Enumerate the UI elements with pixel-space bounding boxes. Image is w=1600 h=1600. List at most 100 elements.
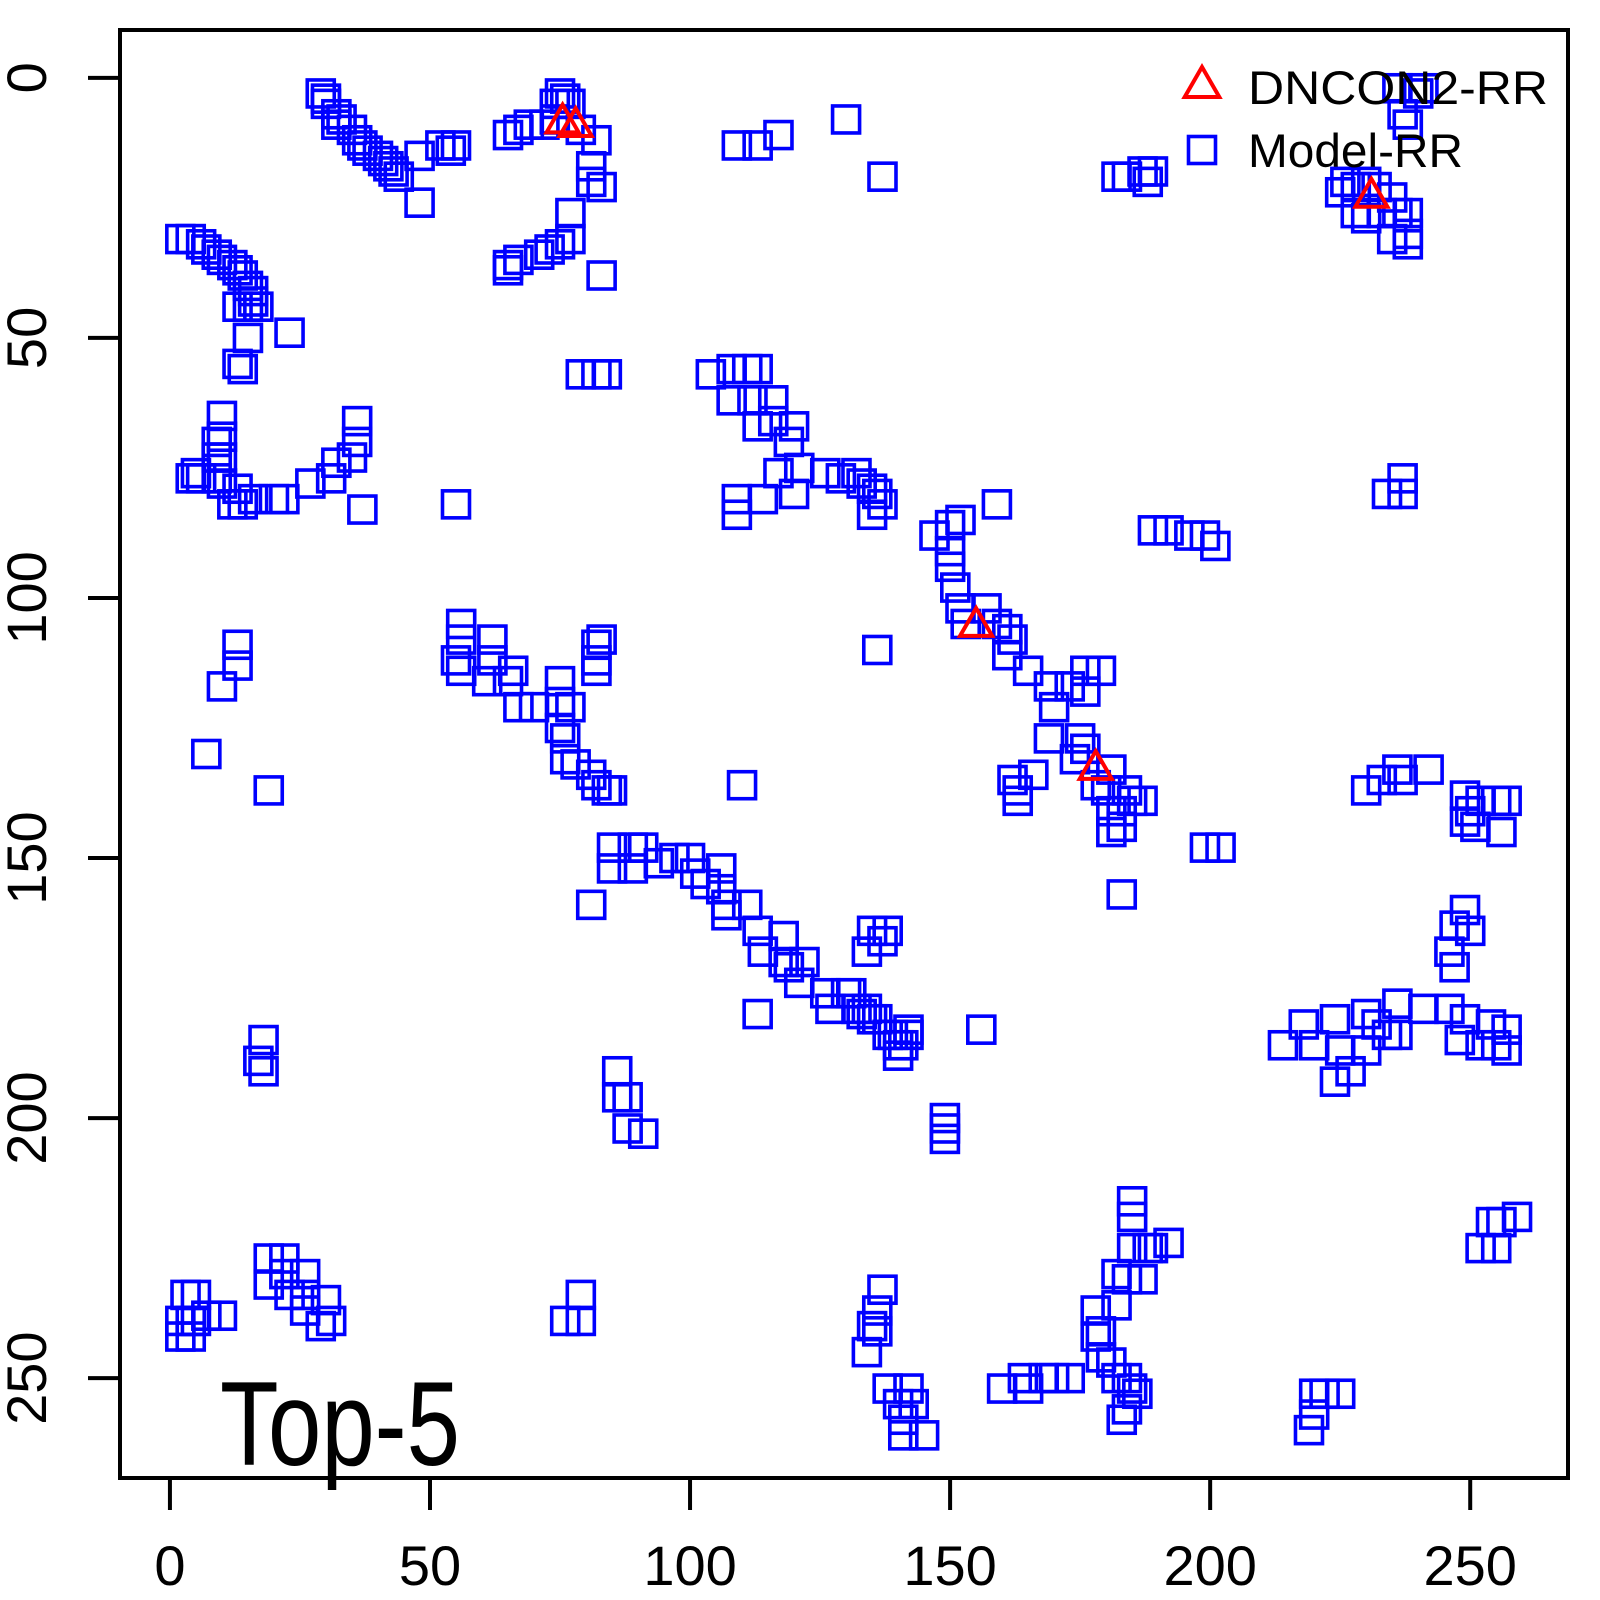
model-rr-square-marker [503, 244, 534, 276]
model-rr-square-marker [851, 936, 883, 967]
model-rr-square-marker [1200, 530, 1231, 562]
model-rr-square-marker [544, 665, 576, 697]
model-rr-square-marker [908, 1420, 940, 1451]
model-rr-square-marker [601, 1055, 633, 1087]
model-rr-square-marker [737, 385, 768, 416]
model-rr-square-marker [336, 114, 368, 146]
model-rr-square-marker [1361, 1009, 1392, 1040]
model-rr-square-marker [742, 353, 773, 385]
model-rr-square-marker [934, 535, 966, 567]
model-rr-square-marker [555, 197, 586, 229]
model-rr-square-marker [601, 1081, 633, 1113]
model-rr-square-marker [206, 468, 238, 499]
model-rr-square-marker [586, 171, 617, 203]
model-rr-square-marker [237, 483, 269, 515]
model-rr-square-marker [518, 691, 550, 723]
model-rr-square-marker [690, 868, 721, 900]
model-rr-square-marker [757, 385, 789, 416]
model-rr-square-marker [1408, 993, 1439, 1025]
model-rr-square-marker [1293, 1414, 1325, 1446]
model-rr-square-marker [227, 489, 259, 520]
model-rr-square-marker [893, 1019, 924, 1051]
model-rr-square-marker [872, 1373, 903, 1404]
model-rr-square-marker [315, 1305, 347, 1337]
model-rr-square-marker [440, 489, 472, 520]
model-rr-square-marker [929, 1113, 961, 1144]
dncon2-rr-triangle-marker [956, 604, 996, 638]
model-rr-square-marker [867, 925, 898, 957]
model-rr-square-marker [612, 1113, 643, 1144]
model-rr-square-marker [440, 130, 472, 161]
model-rr-square-marker [1350, 166, 1382, 198]
model-rr-square-marker [627, 832, 659, 863]
model-rr-square-marker [206, 1300, 238, 1332]
model-rr-square-marker [1127, 1264, 1158, 1295]
dncon2-rr-triangle-marker [1076, 747, 1116, 781]
model-rr-square-marker [966, 1014, 997, 1045]
model-rr-square-marker [841, 457, 872, 489]
model-rr-square-marker [425, 130, 456, 161]
model-rr-square-marker [222, 650, 253, 681]
model-rr-square-marker [1413, 754, 1444, 785]
model-rr-square-marker [336, 442, 368, 473]
model-rr-square-marker [180, 1279, 212, 1311]
model-rr-square-marker [721, 483, 753, 515]
model-rr-square-marker [1116, 1185, 1148, 1217]
model-rr-square-marker [315, 463, 347, 494]
model-rr-square-marker [269, 1243, 300, 1274]
model-rr-square-marker [440, 645, 472, 676]
model-rr-square-marker [1189, 832, 1221, 863]
model-rr-square-marker [742, 998, 773, 1030]
model-rr-square-marker [1096, 754, 1127, 785]
model-rr-square-marker [1111, 1394, 1143, 1425]
model-rr-square-marker [586, 260, 617, 291]
model-rr-square-marker [742, 130, 773, 161]
model-rr-square-marker [1475, 1206, 1507, 1238]
model-rr-square-marker [768, 946, 799, 978]
model-rr-square-marker [1033, 723, 1065, 754]
model-rr-square-marker [856, 915, 888, 947]
model-rr-square-marker [721, 499, 753, 531]
model-rr-square-marker [872, 1019, 903, 1051]
model-rr-square-marker [185, 228, 217, 260]
model-rr-square-marker [269, 483, 300, 515]
model-rr-square-marker [1137, 1232, 1169, 1264]
model-rr-square-marker [206, 244, 238, 276]
model-rr-square-marker [1298, 1399, 1330, 1430]
model-rr-square-marker [861, 478, 893, 510]
model-rr-square-marker [1070, 655, 1101, 687]
model-rr-square-marker [1132, 166, 1164, 198]
model-rr-square-marker [1096, 816, 1127, 848]
dncon2-rr-triangle-marker [556, 104, 596, 138]
model-rr-square-marker [206, 421, 238, 453]
model-rr-square-marker [846, 468, 877, 499]
y-axis-tick-label: 200 [0, 1071, 58, 1164]
model-rr-square-marker [1106, 1404, 1138, 1436]
legend-label-model-rr: Model-RR [1248, 124, 1463, 177]
model-rr-square-marker [695, 359, 727, 390]
model-rr-square-marker [726, 769, 758, 801]
model-rr-square-marker [175, 223, 207, 255]
model-rr-square-marker [175, 1321, 207, 1352]
model-rr-square-marker [1116, 1232, 1148, 1264]
model-rr-square-marker [305, 1310, 337, 1342]
model-rr-square-marker [165, 1321, 196, 1352]
model-rr-square-marker [757, 405, 789, 437]
model-rr-square-marker [929, 1102, 961, 1134]
model-rr-square-marker [778, 478, 810, 510]
model-rr-square-marker [1350, 998, 1382, 1030]
model-rr-square-marker [1465, 1232, 1496, 1264]
model-rr-square-marker [1106, 795, 1138, 827]
model-rr-square-marker [1387, 463, 1418, 494]
model-rr-square-marker [191, 738, 222, 770]
model-rr-square-marker [627, 1118, 659, 1149]
model-rr-square-marker [867, 1274, 898, 1306]
model-rr-square-marker [170, 1279, 201, 1311]
model-rr-square-marker [1080, 1321, 1112, 1352]
model-rr-square-marker [1319, 1066, 1351, 1097]
model-rr-square-marker [549, 1305, 581, 1337]
model-rr-square-marker [1101, 1290, 1132, 1321]
model-rr-square-marker [232, 322, 264, 354]
model-rr-square-marker [269, 1258, 300, 1290]
model-rr-square-marker [1267, 1029, 1299, 1061]
